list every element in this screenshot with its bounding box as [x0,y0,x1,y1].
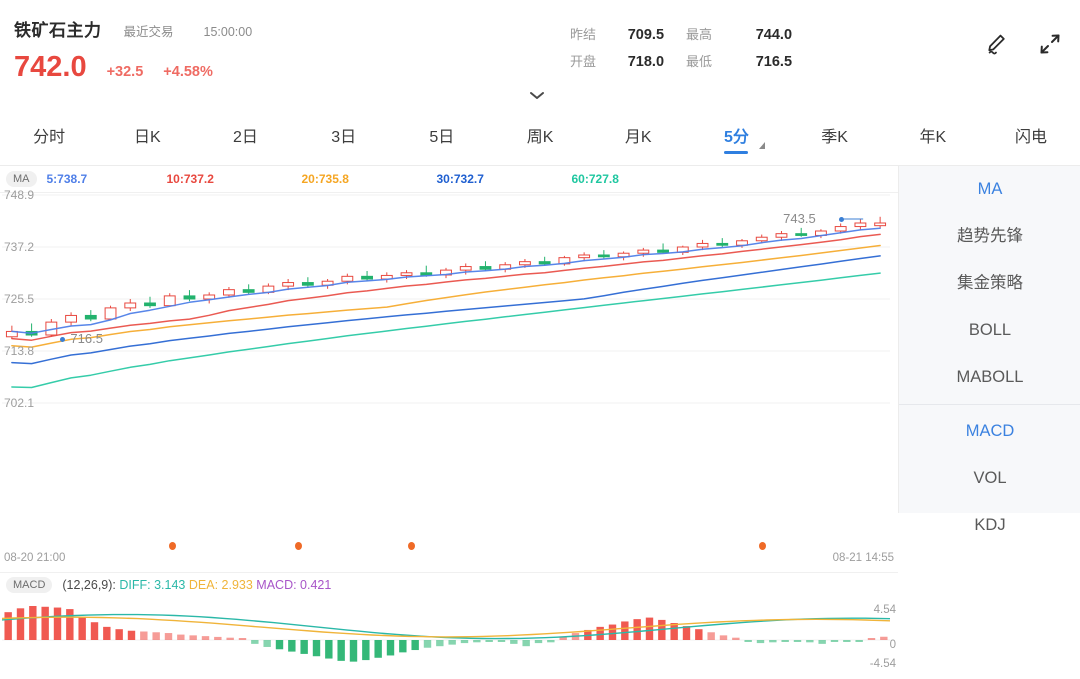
high-price-marker-dot [839,217,845,222]
tab-label: 日K [133,129,161,146]
x-tick-end: 08-21 14:55 [832,552,894,564]
indicator-item-MA[interactable]: MA [977,180,1003,198]
macd-y-tick-bottom: -4.54 [869,658,896,670]
tab-分时[interactable]: 分时 [0,110,98,165]
indicator-group-main: MA 趋势先锋集金策略 BOLL MABOLL [899,166,1080,401]
tab-label: 3日 [331,129,357,146]
stat-value-high: 744.0 [755,27,793,43]
session-dot-1 [295,542,303,550]
stat-label-prev-settle: 昨结 [570,27,597,42]
indicator-item-KDJ[interactable]: KDJ [974,516,1006,534]
last-price: 742.0 [14,51,87,83]
session-dot-2 [407,542,415,550]
tab-label: 分时 [33,129,66,146]
high-price-marker-label: 743.5 [783,211,816,226]
low-price-marker-label: 716.5 [70,331,103,346]
tab-5分[interactable]: 5分 [687,110,785,165]
time-x-axis: 08-20 21:00 08-21 14:55 [0,552,898,572]
trade-status-label: 最近交易 [123,25,174,39]
ma-badge[interactable]: MA [6,171,37,187]
price-change: +32.5 [106,64,144,80]
price-change-percent: +4.58% [163,64,213,80]
indicator-group-sub: MACD VOL KDJ [899,408,1080,549]
stat-label-low: 最低 [686,54,713,69]
low-price-marker-dot [60,337,66,342]
tab-月K[interactable]: 月K [589,110,687,165]
tab-label: 5分 [724,110,765,165]
tab-闪电[interactable]: 闪电 [982,110,1080,165]
macd-badge[interactable]: MACD [6,577,53,593]
stat-label-high: 最高 [686,27,713,42]
tab-active-underline [724,151,749,154]
tab-2日[interactable]: 2日 [196,110,294,165]
trade-status-time: 15:00:00 [203,25,253,39]
ma-legend-item-20: 20:735.8 [301,172,349,186]
quote-header: 铁矿石主力 最近交易 15:00:00 742.0 +32.5 +4.58% 昨… [0,0,1080,110]
tab-label: 5日 [429,129,455,146]
ma-legend-item-30: 30:732.7 [436,172,484,186]
session-dot-0 [168,542,176,550]
session-dot-3 [758,542,766,550]
ma-legend: MA 5:738.7 10:737.2 20:735.8 30:732.7 60… [0,166,898,193]
indicator-item-BOLL[interactable]: BOLL [968,321,1012,339]
stat-value-low: 716.5 [755,54,793,70]
tab-label: 周K [526,129,554,146]
macd-dea-value: DEA: 2.933 [188,578,253,592]
macd-legend: MACD (12,26,9): DIFF: 3.143 DEA: 2.933 M… [0,572,898,597]
tab-label: 闪电 [1014,129,1047,146]
tab-dropdown-triangle-icon[interactable] [758,142,765,149]
ma-legend-item-5: 5:738.7 [46,172,88,186]
sidebar-divider [899,404,1080,405]
candlestick-plot[interactable] [0,192,898,406]
macd-params: (12,26,9): [62,578,116,592]
quote-stats-grid: 昨结 709.5 最高 744.0 开盘 718.0 最低 716.5 [570,24,822,70]
ma-legend-item-10: 10:737.2 [166,172,214,186]
symbol-name: 铁矿石主力 [14,21,102,40]
stat-value-prev-settle: 709.5 [627,27,665,43]
tab-5日[interactable]: 5日 [393,110,491,165]
tab-季K[interactable]: 季K [786,110,884,165]
indicator-item-VOL[interactable]: VOL [973,469,1007,487]
tab-label: 季K [821,129,848,146]
pencil-draw-icon[interactable] [982,30,1010,58]
macd-y-tick-top: 4.54 [873,604,896,616]
chart-area: MA 5:738.7 10:737.2 20:735.8 30:732.7 60… [0,166,898,670]
indicator-sidebar: MA 趋势先锋集金策略 BOLL MABOLL MACD VOL KDJ [898,166,1080,534]
macd-plot[interactable] [0,596,898,679]
tab-label: 月K [624,129,652,146]
tab-label: 年K [919,129,947,146]
macd-values: (12,26,9): DIFF: 3.143 DEA: 2.933 MACD: … [62,578,331,592]
ma-legend-item-60: 60:727.8 [571,172,619,186]
x-tick-start: 08-20 21:00 [4,552,66,564]
tab-3日[interactable]: 3日 [295,110,393,165]
indicator-item-趋势先锋[interactable]: 趋势先锋 [957,227,1023,245]
stat-value-open: 718.0 [627,54,665,70]
chevron-down-icon[interactable] [528,88,546,100]
indicator-item-MABOLL[interactable]: MABOLL [956,368,1024,386]
tab-日K[interactable]: 日K [98,110,196,165]
collapse-icon[interactable] [1036,30,1064,58]
tab-周K[interactable]: 周K [491,110,589,165]
header-actions [982,30,1064,58]
macd-y-tick-zero: 0 [889,639,896,651]
indicator-item-集金策略[interactable]: 集金策略 [957,274,1023,292]
stat-label-open: 开盘 [570,54,597,69]
period-tabs: 分时 日K 2日 3日 5日 周K 月K 5分 季K 年K 闪电 [0,110,1080,166]
macd-diff-value: DIFF: 3.143 [119,578,186,592]
tab-label: 2日 [233,129,258,146]
symbol-block: 铁矿石主力 最近交易 15:00:00 742.0 +32.5 +4.58% [14,16,252,84]
macd-hist-value: MACD: 0.421 [256,578,332,592]
indicator-item-MACD[interactable]: MACD [965,422,1015,440]
tab-年K[interactable]: 年K [884,110,982,165]
